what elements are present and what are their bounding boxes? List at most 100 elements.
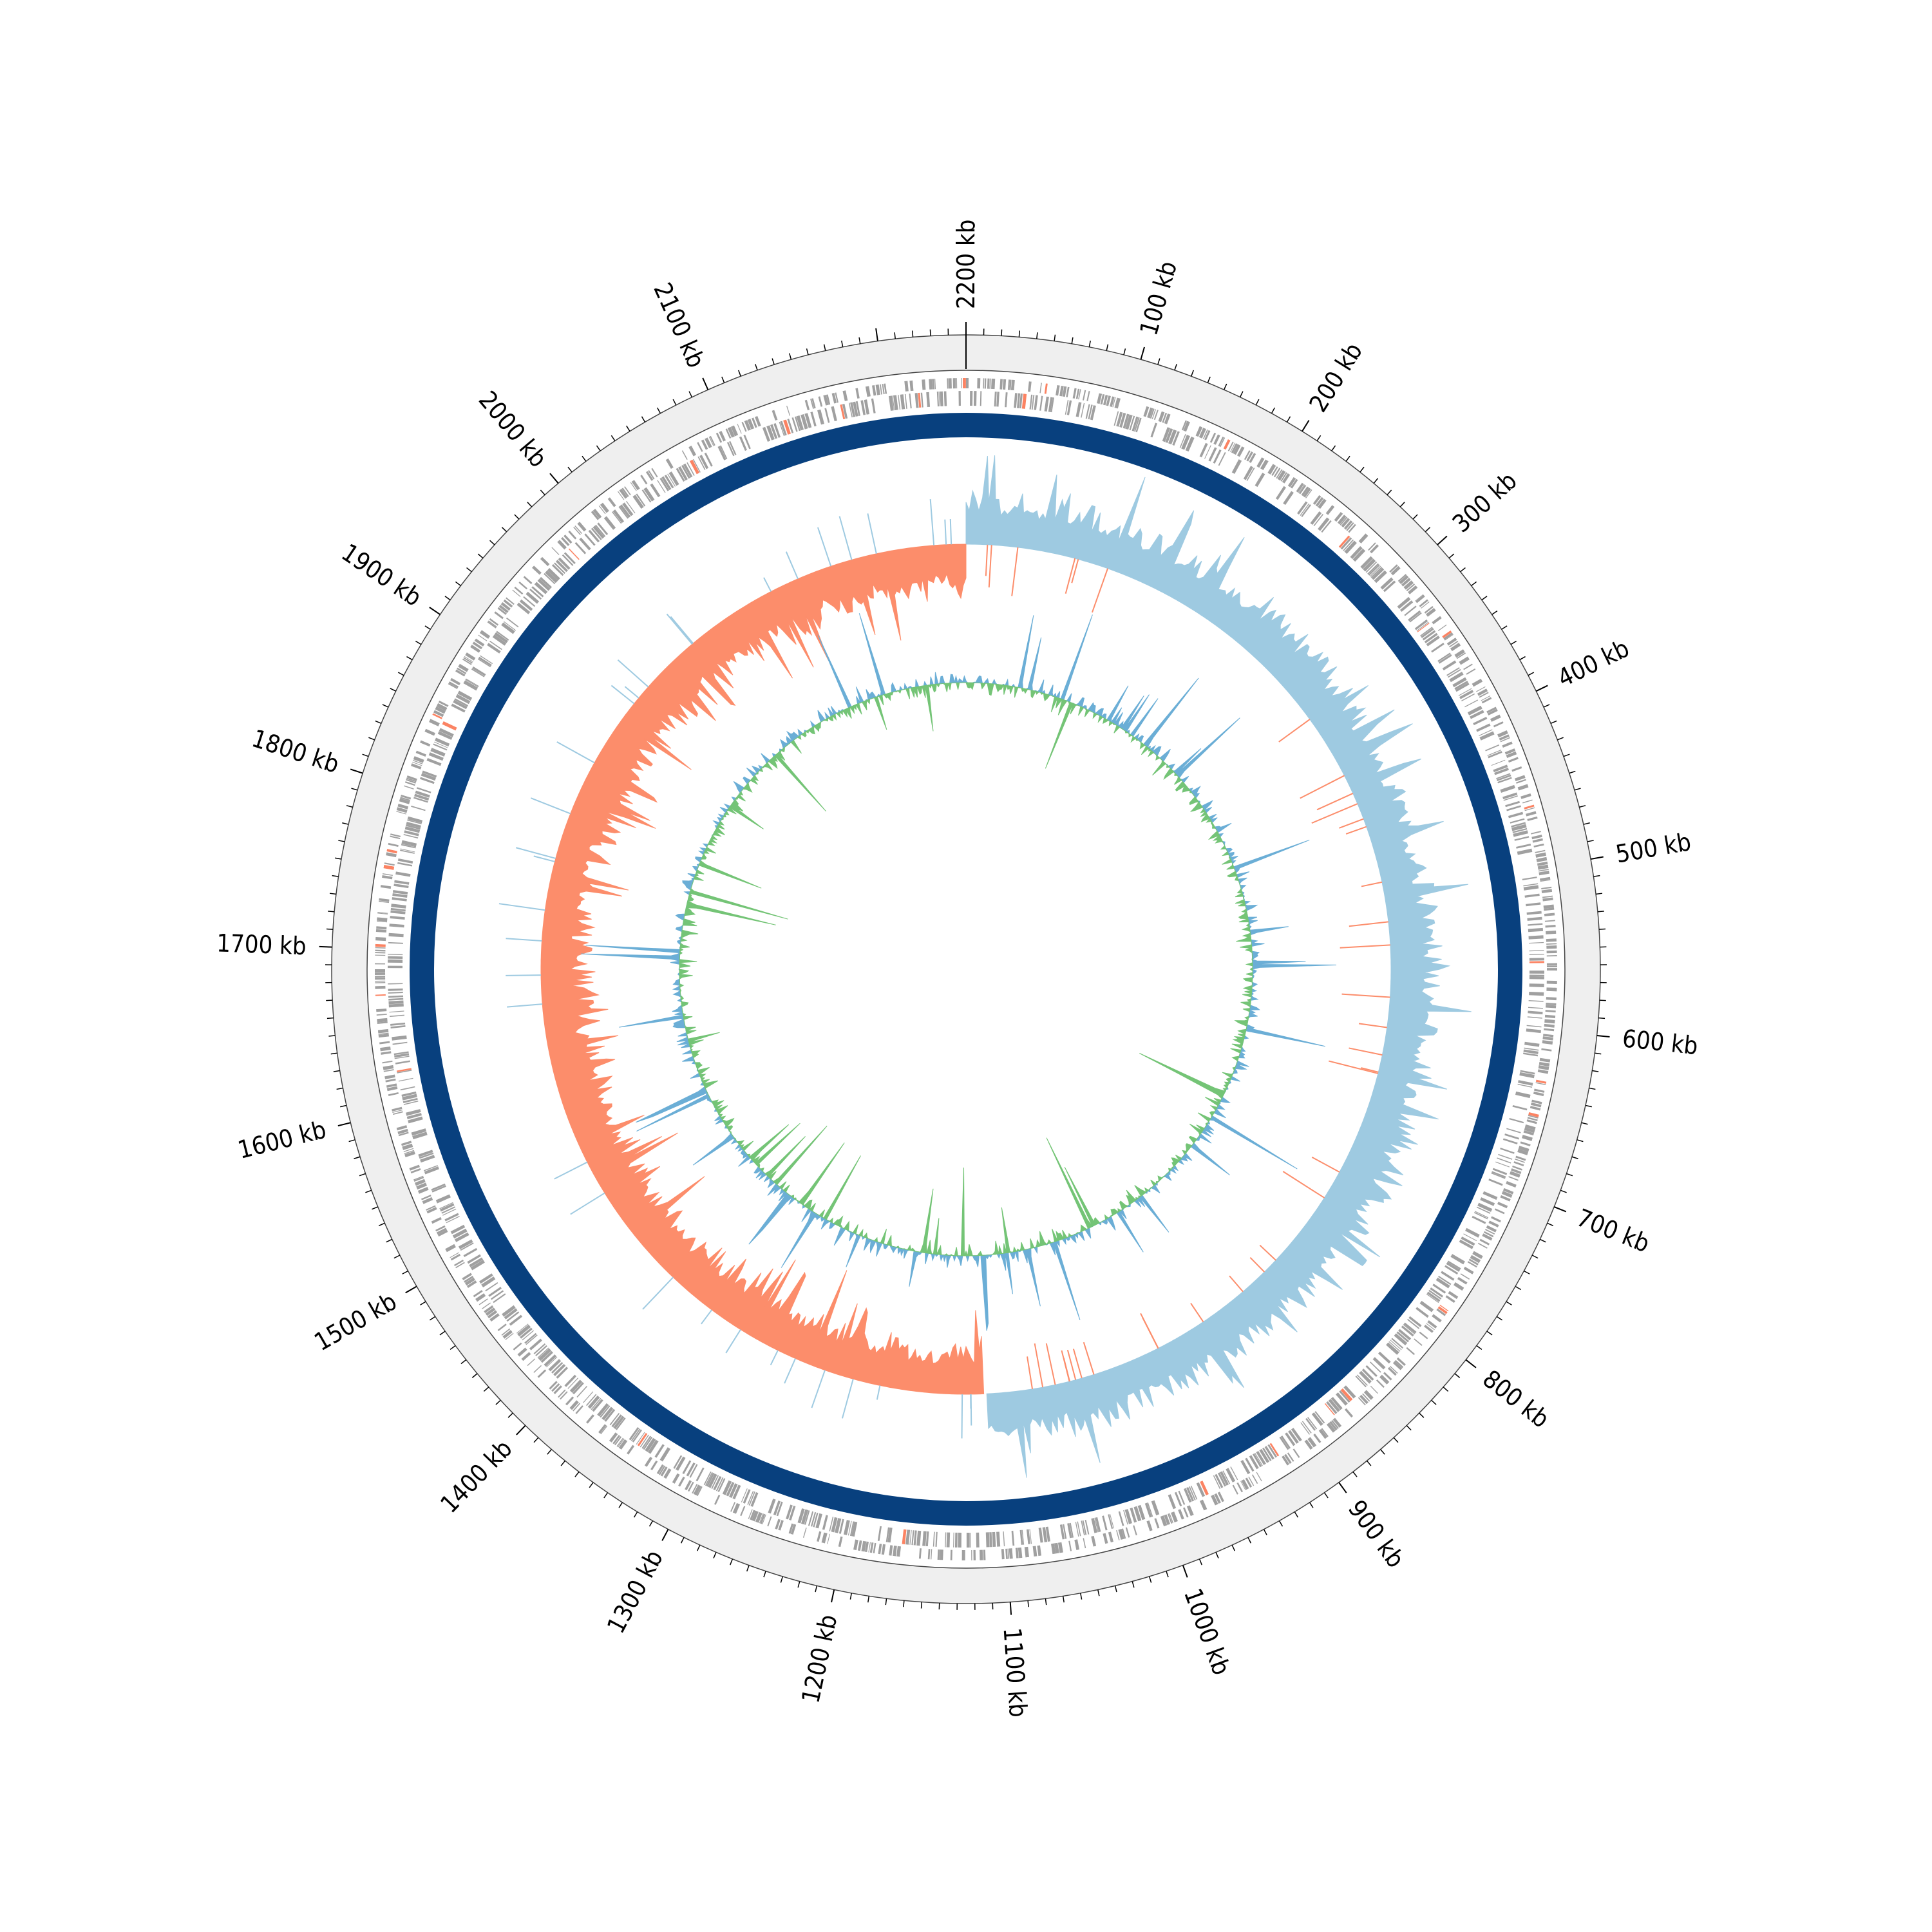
gene-feature (1491, 1216, 1501, 1223)
gene-feature (1369, 565, 1381, 577)
gene-feature (1510, 818, 1525, 824)
gene-feature (650, 483, 661, 498)
gene-feature (643, 1436, 653, 1450)
gene-feature (641, 1435, 652, 1449)
gene-feature (1416, 594, 1425, 603)
gene-feature (685, 1480, 692, 1491)
gene-feature (1543, 1034, 1554, 1037)
gene-feature (469, 1257, 484, 1267)
gene-feature (1119, 412, 1126, 428)
gene-feature (1106, 395, 1111, 406)
gene-feature (1504, 748, 1516, 755)
minor-tick (567, 466, 573, 473)
gene-feature (1374, 570, 1387, 583)
gene-feature (450, 1253, 461, 1261)
gene-feature (643, 487, 655, 502)
minor-tick (1599, 928, 1606, 930)
gene-feature (1397, 596, 1411, 609)
gene-feature (506, 1311, 520, 1322)
gene-feature (726, 442, 735, 457)
minor-tick (560, 1460, 566, 1466)
gene-feature (1103, 394, 1108, 406)
gene-feature (636, 493, 646, 507)
rna-feature (1223, 439, 1231, 450)
gene-feature (848, 402, 853, 418)
gene-feature (1416, 621, 1429, 632)
gene-feature (1363, 1390, 1374, 1400)
gene-feature (755, 1511, 762, 1523)
major-tick (549, 473, 559, 484)
gene-feature (815, 1513, 822, 1529)
gene-feature (442, 1208, 457, 1216)
gene-feature (1296, 482, 1304, 493)
gene-feature (1479, 1238, 1490, 1245)
gene-feature (598, 1424, 607, 1434)
major-tick (337, 1122, 351, 1127)
gene-feature (1179, 434, 1186, 448)
gene-feature (1178, 1490, 1186, 1505)
gene-feature (431, 1183, 446, 1191)
minor-tick (1501, 625, 1508, 630)
gene-feature (1520, 1070, 1535, 1075)
gene-feature (703, 1471, 712, 1486)
gene-feature (388, 954, 403, 956)
gene-feature (462, 1273, 472, 1280)
gene-feature (639, 1434, 649, 1448)
gene-feature (506, 597, 515, 605)
gene-feature (760, 1513, 766, 1524)
gene-feature (1529, 950, 1544, 952)
gene-feature (1304, 1439, 1313, 1450)
gene-feature (394, 1056, 410, 1059)
gc-skew-spike (1063, 1358, 1070, 1382)
rna-feature (1529, 961, 1544, 963)
minor-tick (1271, 407, 1276, 414)
gene-feature (404, 826, 421, 833)
gene-feature (397, 858, 413, 864)
minor-tick (346, 805, 353, 808)
minor-tick (393, 1255, 401, 1259)
gene-feature (835, 392, 838, 403)
gene-feature (1245, 1457, 1255, 1472)
gene-feature (393, 884, 409, 889)
minor-tick (1460, 567, 1466, 573)
gene-feature (1394, 1359, 1404, 1368)
gene-feature (1544, 1028, 1555, 1032)
minor-tick (1045, 1598, 1047, 1605)
gene-feature (660, 1466, 668, 1477)
gene-feature (497, 607, 507, 615)
gene-feature (1331, 1419, 1340, 1429)
gene-feature (1050, 397, 1054, 413)
gene-feature (1029, 1529, 1032, 1544)
gene-feature (553, 1363, 566, 1376)
rna-feature (1437, 1306, 1448, 1314)
gene-feature (1218, 436, 1224, 447)
gene-feature (989, 378, 991, 389)
gene-feature (1470, 1255, 1481, 1264)
gene-feature (429, 719, 440, 726)
gene-feature (1252, 1453, 1262, 1468)
gene-feature (1088, 404, 1093, 420)
gene-feature (1321, 1428, 1329, 1437)
minor-tick (1528, 672, 1535, 676)
gene-feature (539, 576, 553, 589)
gene-feature (1379, 1374, 1390, 1385)
gene-feature (730, 425, 739, 437)
gene-feature (1326, 1401, 1338, 1414)
gene-feature (1365, 562, 1378, 573)
gene-feature (1456, 652, 1466, 659)
gene-feature (565, 1396, 574, 1406)
gene-feature (1419, 599, 1428, 607)
minor-tick (1380, 1449, 1385, 1455)
minor-tick (1387, 489, 1392, 495)
gene-feature (1039, 383, 1042, 393)
gene-feature (626, 500, 636, 514)
gene-feature (1523, 883, 1539, 887)
gene-feature (402, 1097, 418, 1103)
gc-skew-track (498, 455, 1472, 1478)
gene-feature (426, 1205, 436, 1211)
gene-feature (1406, 583, 1416, 592)
gene-feature (1526, 911, 1542, 915)
gene-feature (1457, 1276, 1468, 1285)
gene-feature (730, 1502, 736, 1512)
